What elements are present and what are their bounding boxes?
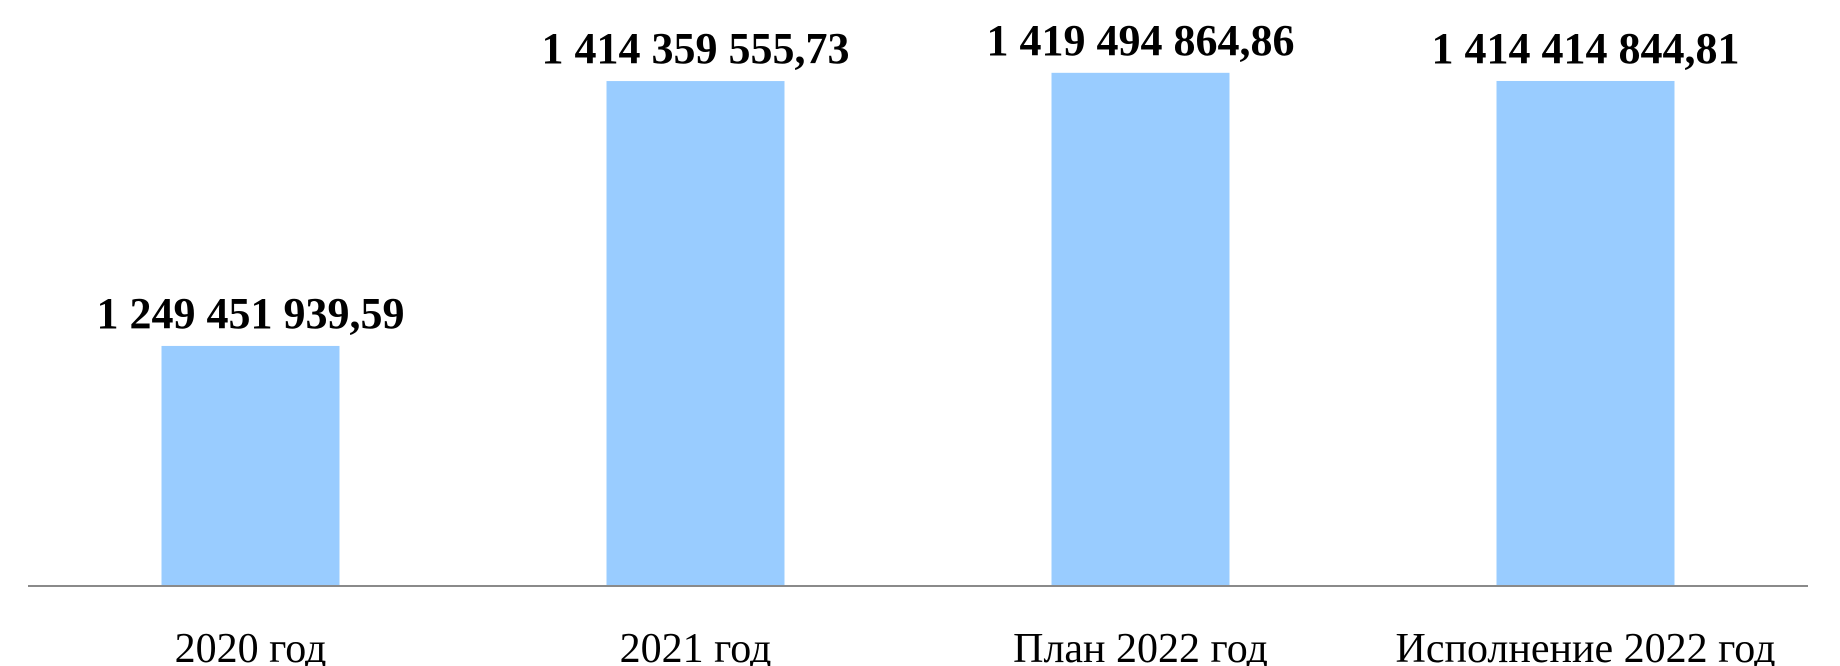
data-label-3: 1 419 494 864,86 (987, 16, 1295, 65)
category-labels-group: 2020 год 2021 год План 2022 год Исполнение … (175, 626, 1776, 666)
bars-group (161, 72, 1675, 586)
category-label-1: 2020 год (175, 626, 327, 666)
bar-4 (1496, 80, 1675, 586)
data-label-1: 1 249 451 939,59 (97, 289, 405, 338)
data-label-4: 1 414 414 844,81 (1432, 24, 1740, 73)
bar-2 (606, 81, 785, 586)
category-label-4: Исполнение 2022 год (1396, 626, 1776, 666)
category-label-2: 2021 год (620, 626, 772, 666)
data-label-2: 1 414 359 555,73 (542, 24, 850, 73)
bar-1 (161, 345, 340, 586)
data-labels-group: 1 249 451 939,59 1 414 359 555,73 1 419 49… (97, 16, 1740, 338)
bar-3 (1051, 72, 1230, 586)
category-label-3: План 2022 год (1013, 626, 1268, 666)
